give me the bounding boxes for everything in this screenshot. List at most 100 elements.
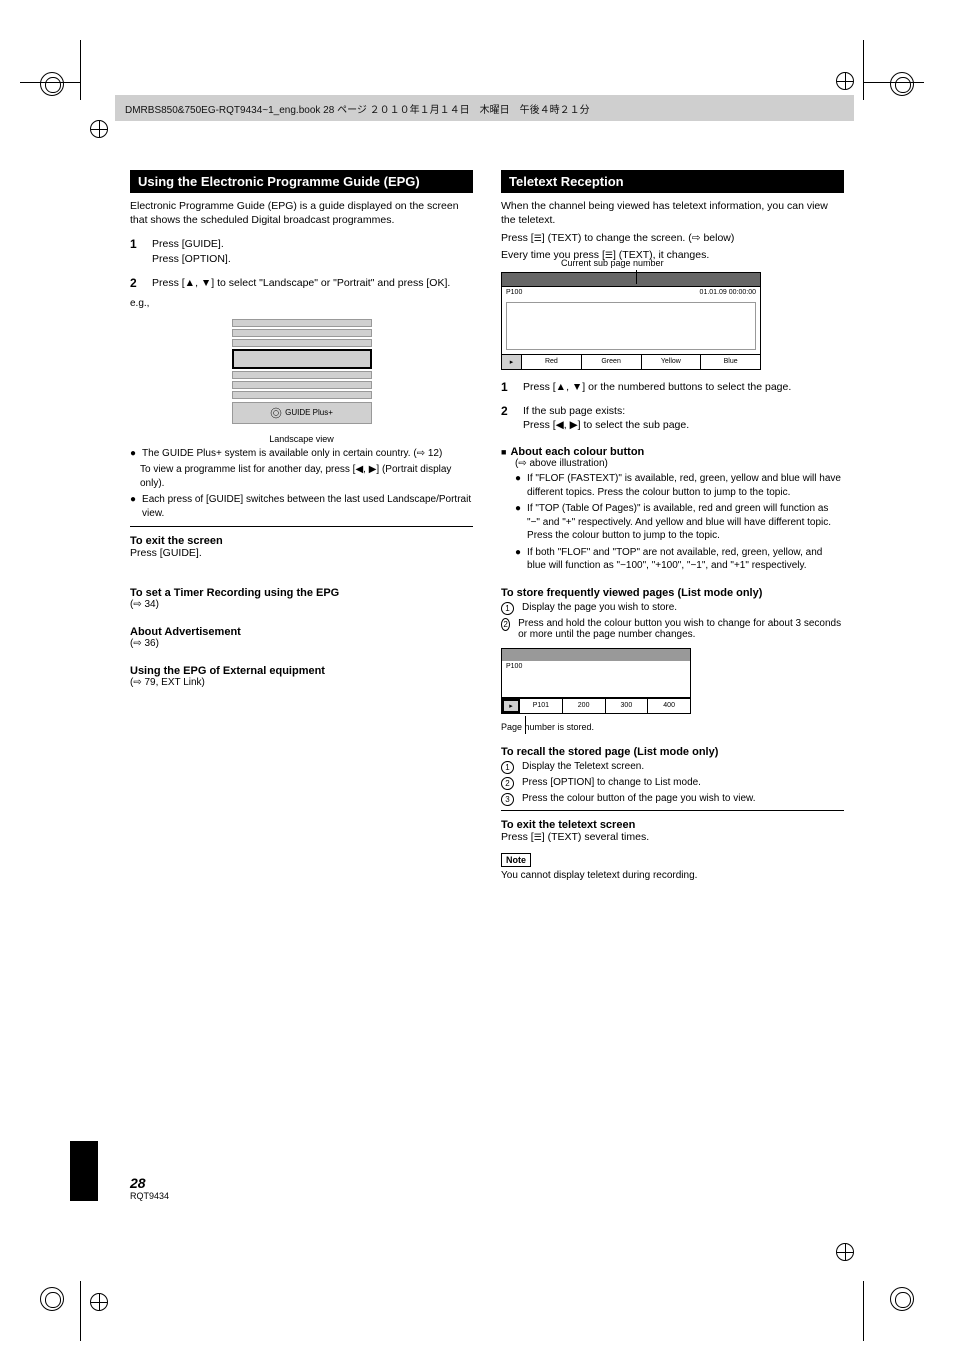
teletext-intro: When the channel being viewed has telete… [501,199,844,227]
step-number: 1 [501,380,517,394]
crop-line [20,82,80,83]
selector-cell: ▸ [502,699,520,713]
note-body: You cannot display teletext during recor… [501,870,844,881]
teletext-intro-every: Every time you press [☰] (TEXT), it chan… [501,248,844,262]
epg-landscape-mock: GUIDE Plus+ [232,319,372,424]
step-text: Press [▲, ▼] to select "Landscape" or "P… [152,276,473,290]
circled-number-icon: 2 [501,618,510,631]
crop-line [863,1281,864,1341]
panel-ref: (⇨ 34) [130,599,473,610]
example-label: e.g., [130,298,473,309]
colour-blue-cell: Blue [701,355,760,369]
registration-mark [40,1287,64,1311]
note-text: To view a programme list for another day… [140,463,473,490]
book-info-bar: DMRBS850&750EG-RQT9434~1_eng.book 28 ページ… [115,95,854,121]
epg-intro: Electronic Programme Guide (EPG) is a gu… [130,199,473,227]
step-text: If the sub page exists: [523,404,844,418]
store-step: Display the page you wish to store. [522,602,677,613]
exit-action: Press [☰] (TEXT) several times. [501,831,844,843]
note-label: Note [501,853,531,867]
page-cell: 300 [606,699,649,713]
registration-mark [40,72,64,96]
side-tab [70,1141,98,1201]
crop-line [80,1281,81,1341]
crop-line [80,40,81,100]
recall-heading: To recall the stored page (List mode onl… [501,746,844,758]
step-number: 2 [130,276,146,290]
model-code: RQT9434 [130,1191,169,1201]
guideplus-logo-text: GUIDE Plus+ [285,408,333,417]
crop-line [864,82,924,83]
crop-mark [836,1243,854,1261]
panel-page-num: P100 [506,289,522,296]
panel-page-num: P100 [502,661,690,672]
page-cell: P101 [520,699,563,713]
step-number: 2 [501,404,517,432]
callout-label: Current sub page number [561,258,664,268]
bullet-icon: ● [515,472,521,499]
registration-mark [890,72,914,96]
step-text: Press [◀, ▶] to select the sub page. [523,418,844,432]
page-number: 28 [130,1175,146,1191]
panel-title: Using the EPG of External equipment [130,665,473,677]
colour-red-cell: Red [522,355,582,369]
recall-step: Press [OPTION] to change to List mode. [522,777,701,788]
teletext-screen-diagram: Current sub page number P100 01.01.09 00… [501,272,761,370]
circled-number-icon: 1 [501,602,514,615]
teletext-icon: ☰ [534,832,542,842]
note-text: Each press of [GUIDE] switches between t… [142,493,473,520]
recall-step: Display the Teletext screen. [522,761,644,772]
panel-time: 01.01.09 00:00:00 [700,289,756,296]
note-text: The GUIDE Plus+ system is available only… [142,447,442,461]
step-number: 1 [130,237,146,265]
subsection-heading: About each colour button [501,446,644,458]
divider [130,526,473,527]
teletext-icon: ☰ [534,233,542,243]
page-footer: 28 RQT9434 [130,1175,169,1201]
crop-line [863,40,864,100]
bullet-icon: ● [130,447,136,461]
subsection-subref: (⇨ above illustration) [515,458,844,469]
colour-green-cell: Green [582,355,642,369]
store-heading: To store frequently viewed pages (List m… [501,587,844,599]
example-caption: Landscape view [130,434,473,444]
panel-ref: (⇨ 79, EXT Link) [130,677,473,688]
page-cell: 200 [563,699,606,713]
crop-mark [90,1293,108,1311]
crop-mark [836,72,854,90]
page-cell: 400 [648,699,690,713]
circled-number-icon: 3 [501,793,514,806]
right-column: Teletext Reception When the channel bein… [501,170,844,881]
recall-step: Press the colour button of the page you … [522,793,755,804]
guideplus-logo-icon [270,407,282,419]
circled-number-icon: 1 [501,761,514,774]
note-text: If "TOP (Table Of Pages)" is available, … [527,502,844,543]
panel-ref: (⇨ 36) [130,638,473,649]
selector-cell: ▸ [502,355,522,369]
note-text: If "FLOF (FASTEXT)" is available, red, g… [527,472,844,499]
note-text: If both "FLOF" and "TOP" are not availab… [527,546,844,573]
section-title-teletext: Teletext Reception [501,170,844,193]
step-text: Press [▲, ▼] or the numbered buttons to … [523,380,844,394]
bullet-icon: ● [515,502,521,543]
callout-label: Page number is stored. [501,722,844,732]
section-title-epg: Using the Electronic Programme Guide (EP… [130,170,473,193]
colour-yellow-cell: Yellow [642,355,702,369]
exit-label: To exit the teletext screen [501,819,844,831]
bullet-icon: ● [515,546,521,573]
crop-mark [90,120,108,138]
teletext-intro-press: Press [☰] (TEXT) to change the screen. (… [501,231,844,245]
page-list-diagram: P100 ▸ P101 200 300 400 [501,648,691,714]
circled-number-icon: 2 [501,777,514,790]
step-text: Press [GUIDE]. [152,237,473,251]
left-column: Using the Electronic Programme Guide (EP… [130,170,473,881]
panel-title: About Advertisement [130,626,473,638]
exit-label: To exit the screen [130,535,473,547]
callout-line [525,716,526,734]
panel-title: To set a Timer Recording using the EPG [130,587,473,599]
registration-mark [890,1287,914,1311]
store-step: Press and hold the colour button you wis… [518,618,844,640]
bullet-icon: ● [130,493,136,520]
step-text: Press [OPTION]. [152,252,473,266]
exit-action: Press [GUIDE]. [130,547,473,559]
